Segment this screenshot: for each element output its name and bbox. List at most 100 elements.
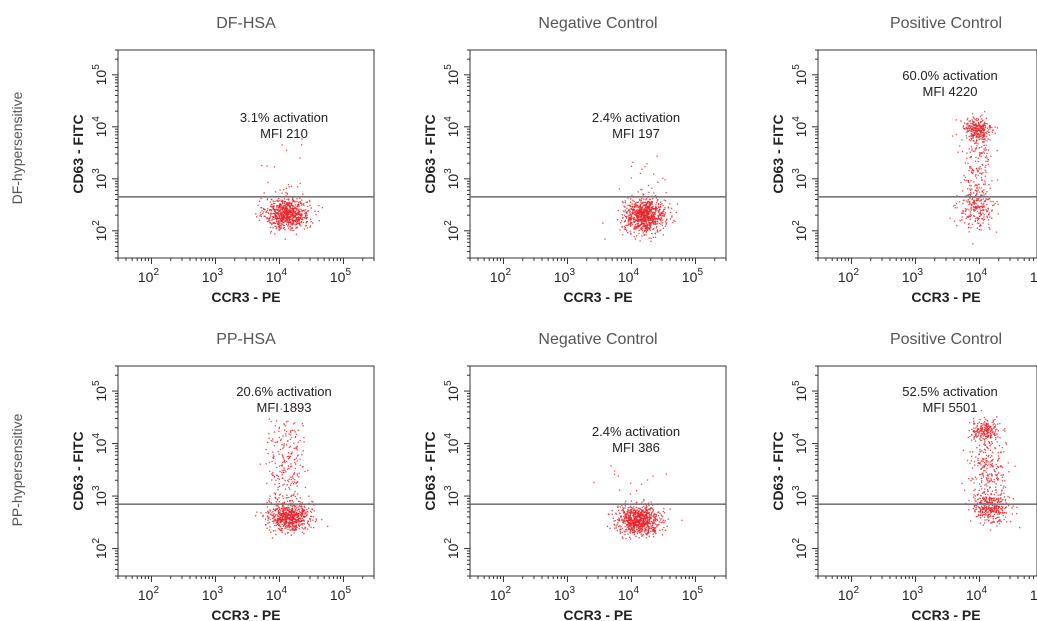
data-point: [281, 516, 284, 518]
data-point: [992, 421, 994, 423]
data-point: [1019, 527, 1021, 529]
data-point: [288, 199, 290, 201]
y-tick-label: 102: [91, 538, 109, 560]
data-point: [642, 225, 644, 227]
data-point: [640, 206, 642, 208]
data-point: [294, 216, 296, 218]
data-point: [981, 511, 984, 513]
data-point: [269, 232, 272, 234]
data-point: [312, 501, 314, 503]
data-point: [301, 214, 303, 216]
data-point: [627, 512, 629, 514]
data-point: [292, 509, 294, 511]
data-point: [990, 200, 992, 203]
data-point: [980, 214, 982, 216]
data-point: [977, 133, 979, 136]
data-point: [979, 155, 981, 157]
data-point: [640, 483, 643, 485]
data-point: [969, 203, 971, 205]
data-point: [297, 521, 299, 523]
data-point: [258, 200, 261, 202]
data-point: [627, 197, 629, 199]
data-point: [645, 506, 647, 508]
data-point: [297, 218, 300, 220]
data-point: [269, 216, 271, 218]
data-point: [648, 210, 650, 213]
data-point: [985, 501, 988, 503]
data-point: [980, 427, 982, 429]
data-point: [644, 517, 646, 519]
data-point: [285, 191, 287, 194]
data-point: [974, 175, 976, 177]
data-point: [987, 434, 990, 437]
data-point: [303, 204, 305, 206]
data-point: [624, 531, 626, 533]
data-point: [981, 137, 983, 139]
data-point: [968, 209, 970, 211]
data-point: [984, 463, 986, 465]
data-point: [657, 221, 659, 223]
data-point: [1004, 428, 1006, 430]
data-point: [623, 519, 625, 521]
data-point: [986, 511, 988, 514]
data-point: [308, 507, 310, 509]
data-point: [627, 521, 629, 524]
data-point: [294, 431, 296, 433]
data-point: [983, 431, 985, 433]
data-point: [276, 474, 278, 476]
data-point: [641, 168, 643, 170]
data-point: [630, 224, 632, 227]
data-point: [286, 456, 288, 458]
data-point: [974, 509, 976, 511]
data-point: [301, 517, 303, 519]
data-point: [274, 462, 276, 464]
data-point: [299, 511, 301, 513]
data-point: [266, 502, 268, 504]
data-point: [298, 515, 300, 517]
panel-title: Negative Control: [538, 331, 657, 348]
data-point: [975, 508, 977, 510]
data-point: [634, 517, 636, 520]
data-point: [629, 512, 631, 514]
data-point: [633, 506, 635, 508]
data-point: [286, 198, 288, 201]
data-point: [981, 179, 983, 181]
data-point: [979, 131, 981, 133]
data-point: [630, 526, 632, 528]
data-point: [271, 460, 273, 463]
data-point: [285, 215, 287, 217]
data-point: [956, 225, 958, 227]
data-point: [267, 452, 269, 455]
data-point: [994, 509, 996, 511]
data-point: [305, 211, 307, 213]
data-point: [1001, 511, 1004, 513]
data-point: [273, 522, 275, 524]
data-point: [285, 221, 287, 223]
data-point: [634, 524, 636, 526]
data-point: [318, 205, 320, 207]
data-point: [970, 185, 972, 187]
data-point: [992, 515, 994, 518]
data-point: [646, 213, 648, 215]
data-point: [978, 514, 980, 516]
data-point: [282, 512, 284, 514]
data-point: [990, 429, 993, 431]
data-point: [623, 530, 625, 532]
data-point: [267, 522, 269, 524]
data-point: [1005, 506, 1007, 509]
data-point: [952, 205, 955, 207]
data-point: [296, 214, 298, 216]
data-point: [993, 469, 995, 471]
data-point: [640, 514, 642, 516]
data-point: [301, 204, 303, 206]
data-point: [306, 508, 308, 511]
data-point: [625, 537, 627, 540]
data-point: [620, 526, 622, 528]
data-point: [953, 220, 956, 222]
data-point: [278, 216, 281, 218]
data-point: [980, 229, 982, 231]
data-point: [636, 490, 638, 492]
data-point: [975, 125, 977, 127]
data-point: [265, 211, 267, 213]
data-point: [292, 501, 294, 503]
